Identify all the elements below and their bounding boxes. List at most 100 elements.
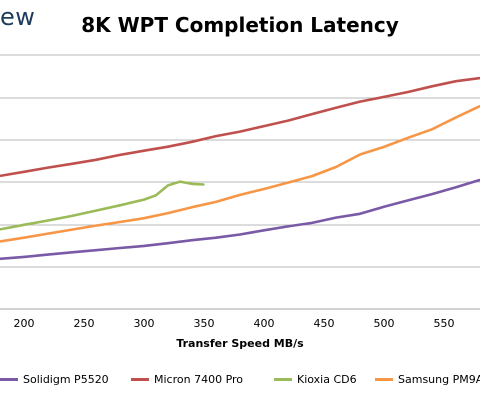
data-point: [47, 166, 49, 169]
data-point: [335, 166, 337, 168]
data-point: [119, 247, 121, 249]
legend-item-kioxia: Kioxia CD6: [274, 372, 357, 386]
x-tick-label: 200: [14, 317, 35, 330]
data-point: [455, 116, 457, 119]
data-point: [239, 233, 241, 236]
data-point: [143, 198, 145, 201]
data-point: [23, 256, 25, 258]
data-point: [263, 229, 265, 232]
data-point: [407, 91, 409, 93]
series-line: [0, 180, 205, 231]
data-point: [335, 216, 337, 219]
data-point: [0, 228, 1, 231]
data-point: [359, 100, 361, 103]
data-point: [119, 204, 121, 207]
data-point: [95, 159, 97, 161]
series-lines: [0, 76, 480, 261]
legend-label-solidigm: Solidigm P5520: [23, 372, 109, 386]
data-point: [191, 141, 193, 143]
data-point: [359, 213, 361, 215]
data-point: [167, 184, 169, 187]
x-tick-label: 350: [194, 317, 215, 330]
data-point: [143, 217, 145, 219]
data-point: [359, 153, 361, 156]
data-point: [287, 225, 289, 228]
data-point: [311, 222, 313, 224]
chart-title: 8K WPT Completion Latency: [81, 13, 399, 37]
data-point: [263, 125, 265, 127]
data-point: [167, 212, 169, 214]
data-point: [0, 175, 1, 177]
data-point: [119, 221, 121, 223]
data-point: [335, 106, 337, 109]
data-point: [431, 85, 433, 88]
data-point: [455, 186, 457, 189]
legend-item-micron: Micron 7400 Pro: [131, 372, 243, 386]
data-point: [71, 215, 73, 217]
data-point: [407, 199, 409, 202]
x-tick-label: 450: [314, 317, 335, 330]
legend-swatch-micron: [131, 377, 149, 381]
data-point: [431, 128, 433, 131]
data-point: [311, 175, 313, 177]
data-point: [215, 201, 217, 203]
data-point: [455, 80, 457, 82]
data-point: [47, 253, 49, 256]
series-solidigm: [0, 178, 480, 261]
data-point: [95, 209, 97, 212]
data-point: [71, 163, 73, 165]
series-kioxia: [0, 180, 205, 231]
legend-swatch-samsung: [375, 377, 393, 381]
legend-label-micron: Micron 7400 Pro: [154, 372, 244, 386]
data-point: [47, 219, 49, 222]
data-point: [0, 258, 1, 260]
data-point: [311, 113, 313, 115]
data-point: [23, 236, 25, 239]
legend-swatch-kioxia: [274, 377, 292, 381]
data-point: [287, 181, 289, 184]
data-point: [203, 183, 205, 186]
data-point: [167, 242, 169, 244]
x-tick-label: 250: [74, 317, 95, 330]
data-point: [407, 137, 409, 139]
data-point: [23, 171, 25, 173]
data-point: [383, 96, 385, 98]
legend-item-samsung: Samsung PM9A: [375, 372, 480, 386]
data-point: [179, 180, 181, 183]
brand-logo-text: ew: [0, 3, 36, 31]
legend-swatch-solidigm: [0, 377, 18, 381]
data-point: [47, 232, 49, 235]
data-point: [71, 251, 73, 254]
data-point: [287, 119, 289, 122]
x-tick-labels: 200 250 300 350 400 450 500 550: [14, 317, 455, 330]
data-point: [0, 240, 1, 243]
data-point: [167, 145, 169, 148]
x-tick-label: 500: [374, 317, 395, 330]
data-point: [23, 224, 25, 226]
series-samsung: [0, 104, 480, 243]
series-micron: [0, 76, 480, 178]
legend-item-solidigm: Solidigm P5520: [0, 372, 109, 386]
data-point: [431, 193, 433, 195]
legend-label-kioxia: Kioxia CD6: [297, 372, 357, 386]
x-tick-label: 300: [134, 317, 155, 330]
x-tick-label: 400: [254, 317, 275, 330]
series-line: [0, 104, 480, 243]
data-point: [263, 188, 265, 190]
data-point: [191, 206, 193, 208]
data-point: [143, 149, 145, 152]
data-point: [383, 146, 385, 148]
data-point: [215, 135, 217, 137]
data-point: [143, 245, 145, 247]
data-point: [191, 183, 193, 185]
data-point: [71, 228, 73, 231]
data-point: [95, 249, 97, 251]
data-point: [191, 239, 193, 241]
data-point: [215, 236, 217, 239]
series-line: [0, 178, 480, 261]
x-tick-label: 550: [434, 317, 455, 330]
data-point: [119, 154, 121, 156]
data-point: [239, 194, 241, 196]
legend-label-samsung: Samsung PM9A: [398, 372, 480, 386]
